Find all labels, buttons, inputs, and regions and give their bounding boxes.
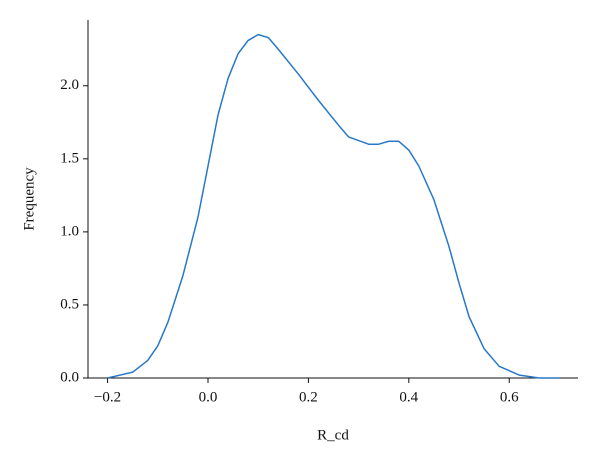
- y-tick-label: 0.0: [60, 369, 79, 385]
- x-tick-label: 0.6: [500, 389, 519, 405]
- y-tick-label: 1.0: [60, 223, 79, 239]
- x-tick-label: 0.4: [399, 389, 418, 405]
- x-tick-label: 0.0: [199, 389, 218, 405]
- y-tick-label: 1.5: [60, 150, 79, 166]
- y-tick-label: 2.0: [60, 77, 79, 93]
- line-series: [107, 33, 560, 379]
- y-tick-label: 0.5: [60, 296, 79, 312]
- y-axis-label: Frequency: [21, 167, 37, 231]
- x-tick-label: 0.2: [299, 389, 318, 405]
- x-tick-label: −0.2: [94, 389, 121, 405]
- x-axis-label: R_cd: [317, 427, 349, 443]
